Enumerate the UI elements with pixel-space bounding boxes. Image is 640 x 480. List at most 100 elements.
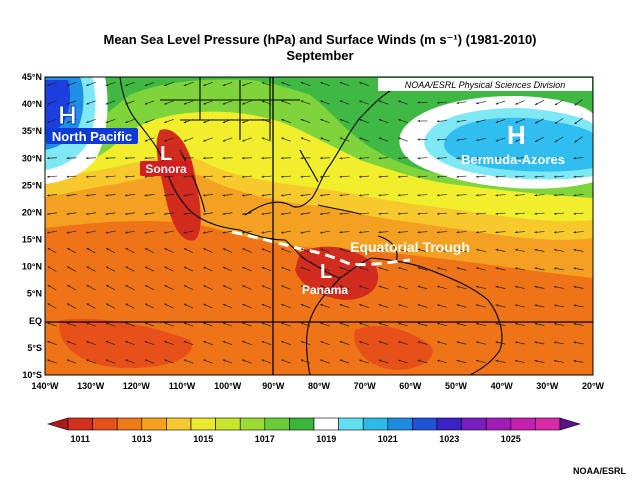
chart-title: Mean Sea Level Pressure (hPa) and Surfac… xyxy=(103,32,537,47)
wind-arrow-head xyxy=(66,359,70,362)
wind-arrow-head xyxy=(105,212,108,216)
wind-arrow-head xyxy=(47,194,50,197)
lat-label: 30°N xyxy=(22,153,42,163)
wind-arrow-head xyxy=(534,341,538,344)
wind-arrow-head xyxy=(203,303,206,306)
colorbar-arrow-left xyxy=(46,417,69,431)
lat-label: 10°S xyxy=(22,370,42,380)
wind-arrow-head xyxy=(437,138,440,141)
lat-label: 5°N xyxy=(27,289,42,299)
wind-arrow-head xyxy=(164,231,167,234)
lon-label: 50°W xyxy=(445,381,468,391)
wind-arrow-head xyxy=(47,231,50,234)
wind-arrow-head xyxy=(144,139,148,142)
wind-arrow-head xyxy=(300,118,304,122)
wind-arrow-head xyxy=(164,212,167,216)
wind-arrow-head xyxy=(476,175,479,178)
wind-arrow-head xyxy=(281,212,284,216)
wind-arrow-head xyxy=(242,120,245,124)
wind-arrow-head xyxy=(417,119,420,123)
colorbar-segment xyxy=(92,417,118,431)
wind-arrow-head xyxy=(86,340,89,344)
wind-arrow-head xyxy=(495,231,498,234)
lon-label: 110°W xyxy=(169,381,196,391)
wind-arrow-head xyxy=(242,194,245,197)
wind-arrow-head xyxy=(398,267,401,270)
latitude-labels: 45°N 40°N 35°N 30°N 25°N 20°N 15°N 10°N 5°N EQ 5°S… xyxy=(22,72,42,380)
wind-arrow-head xyxy=(573,304,576,307)
lat-label: 25°N xyxy=(22,180,42,190)
feature-label: Sonora xyxy=(145,162,187,176)
wind-arrow-head xyxy=(86,322,89,325)
low-symbol: L xyxy=(320,261,332,283)
wind-arrow-head xyxy=(476,139,479,142)
wind-arrow-head xyxy=(300,322,304,325)
wind-arrow-head xyxy=(535,139,538,142)
wind-arrow-head xyxy=(222,120,226,124)
wind-arrow-head xyxy=(281,194,284,197)
colorbar-label: 1023 xyxy=(439,434,459,444)
lon-label: 30°W xyxy=(536,381,559,391)
wind-arrow-head xyxy=(359,212,362,215)
colorbar-labels: 1011 1013 1015 1017 1019 1021 1023 1025 xyxy=(71,434,521,444)
wind-arrow-head xyxy=(281,137,284,140)
wind-arrow-head xyxy=(300,231,303,234)
wind-arrow-head xyxy=(281,285,284,288)
wind-arrow-head xyxy=(261,340,265,344)
wind-arrow-head xyxy=(203,175,206,178)
wind-arrow-head xyxy=(242,285,245,288)
wind-arrow-head xyxy=(359,267,362,270)
wind-arrow-head xyxy=(242,175,245,178)
wind-arrow-head xyxy=(495,304,499,307)
wind-arrow-head xyxy=(437,101,440,104)
wind-arrow-head xyxy=(125,83,128,87)
wind-arrow-head xyxy=(300,81,304,85)
wind-arrow-head xyxy=(437,231,440,234)
wind-arrow-head xyxy=(125,175,128,178)
wind-arrow-head xyxy=(203,248,206,251)
wind-arrow-head xyxy=(456,212,459,215)
wind-arrow-head xyxy=(398,212,401,215)
colorbar-segment xyxy=(116,417,143,431)
wind-arrow-head xyxy=(261,175,264,178)
wind-arrow-head xyxy=(203,322,206,325)
wind-arrow-head xyxy=(495,322,499,325)
wind-arrow-head xyxy=(261,285,265,288)
wind-arrow-head xyxy=(456,101,459,105)
colorbar-segment xyxy=(239,417,266,431)
wind-arrow-head xyxy=(222,175,225,178)
wind-arrow-head xyxy=(417,248,421,251)
wind-arrow-head xyxy=(242,102,245,105)
wind-arrow-head xyxy=(515,121,518,124)
wind-arrow-head xyxy=(281,248,284,251)
wind-arrow-head xyxy=(339,175,342,178)
wind-arrow-head xyxy=(281,175,284,178)
wind-arrow-head xyxy=(456,138,459,142)
wind-arrow-head xyxy=(203,340,206,344)
wind-arrow-head xyxy=(359,137,362,140)
wind-arrow-head xyxy=(515,341,518,344)
wind-arrow-head xyxy=(47,175,50,178)
wind-arrow-head xyxy=(437,322,440,325)
wind-arrow-head xyxy=(534,304,538,307)
lat-label: 5°S xyxy=(27,343,42,353)
colorbar-segment xyxy=(436,417,462,431)
wind-arrow-head xyxy=(378,304,382,307)
wind-arrow-head xyxy=(437,248,440,251)
wind-arrow-head xyxy=(86,359,89,362)
wind-arrow-head xyxy=(203,231,206,234)
wind-arrow-head xyxy=(261,100,265,103)
wind-arrow-head xyxy=(359,175,362,178)
wind-arrow-head xyxy=(554,157,557,160)
wind-arrow-head xyxy=(144,175,147,178)
lon-label: 20°W xyxy=(582,381,605,391)
wind-arrow-head xyxy=(437,359,440,362)
wind-arrow-head xyxy=(66,231,69,234)
wind-arrow-head xyxy=(261,194,264,197)
wind-arrow-head xyxy=(456,267,460,270)
wind-arrow-head xyxy=(222,231,225,234)
wind-arrow-head xyxy=(456,248,460,251)
wind-arrow-head xyxy=(359,81,362,85)
wind-arrow-head xyxy=(456,304,460,307)
colorbar-segment xyxy=(362,417,389,431)
